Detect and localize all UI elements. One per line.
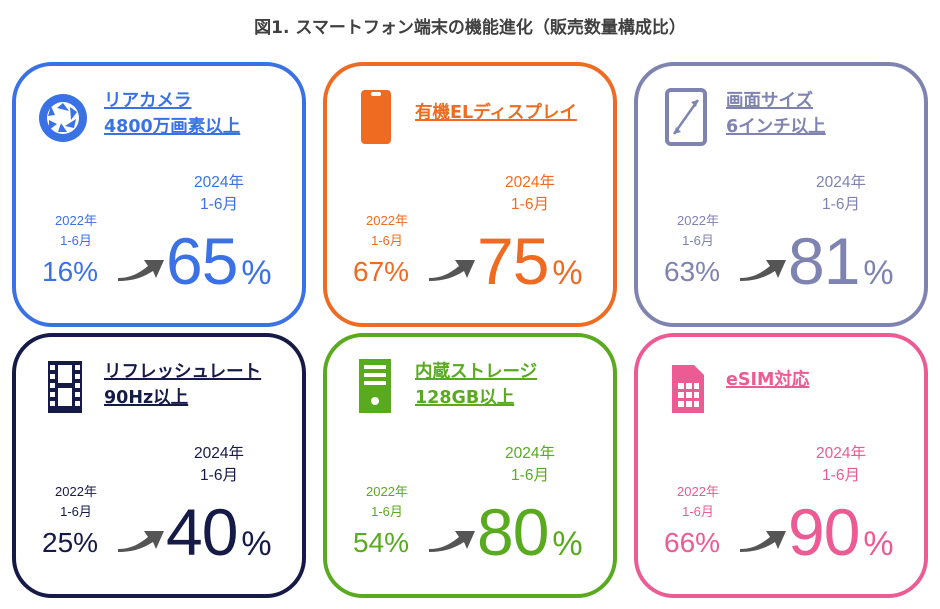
feature-label: リアカメラ 4800万画素以上: [104, 88, 240, 140]
card-oled: 有機ELディスプレイ 2022年 1-6月 2024年 1-6月 67% 75%: [323, 62, 617, 327]
value-2024: 75%: [477, 221, 583, 313]
period-2024: 2024年 1-6月: [786, 443, 896, 487]
period-2024: 2024年 1-6月: [164, 172, 274, 216]
value-2022: 25%: [42, 527, 99, 558]
arrow-right-icon: [740, 531, 786, 552]
card-storage: 内蔵ストレージ 128GB以上 2022年 1-6月 2024年 1-6月 54…: [323, 333, 617, 598]
feature-label-line: eSIM対応: [726, 370, 810, 390]
value-2024-number: 75: [477, 224, 549, 298]
value-2024-number: 40: [166, 495, 238, 569]
period-year: 2022年: [366, 484, 408, 499]
period-months: 1-6月: [371, 504, 403, 519]
period-months: 1-6月: [822, 467, 860, 484]
period-months: 1-6月: [60, 233, 92, 248]
arrow-right-icon: [118, 260, 164, 281]
feature-label-line: 90Hz以上: [104, 388, 189, 408]
period-year: 2022年: [366, 213, 408, 228]
card-rear-camera: リアカメラ 4800万画素以上 2022年 1-6月 2024年 1-6月 16…: [12, 62, 306, 327]
period-months: 1-6月: [511, 467, 549, 484]
period-2022: 2022年 1-6月: [38, 482, 114, 522]
period-2022: 2022年 1-6月: [349, 482, 425, 522]
period-months: 1-6月: [682, 233, 714, 248]
feature-label-line: リアカメラ: [104, 91, 192, 111]
period-2024: 2024年 1-6月: [164, 443, 274, 487]
period-year: 2024年: [505, 174, 555, 191]
period-year: 2022年: [55, 484, 97, 499]
feature-label: 画面サイズ 6インチ以上: [726, 88, 826, 140]
feature-label-line: 有機ELディスプレイ: [415, 103, 577, 123]
period-year: 2022年: [677, 213, 719, 228]
period-2024: 2024年 1-6月: [786, 172, 896, 216]
value-2022: 63%: [664, 256, 721, 287]
card-refresh-rate: リフレッシュレート 90Hz以上 2022年 1-6月 2024年 1-6月 2…: [12, 333, 306, 598]
tablet-resize-icon: [665, 88, 707, 146]
feature-label-line: 128GB以上: [415, 388, 515, 408]
value-2024: 65%: [166, 221, 272, 313]
period-months: 1-6月: [60, 504, 92, 519]
feature-label: eSIM対応: [726, 367, 809, 393]
period-year: 2024年: [194, 174, 244, 191]
card-esim: eSIM対応 2022年 1-6月 2024年 1-6月 66% 90%: [634, 333, 928, 598]
card-screen-size: 画面サイズ 6インチ以上 2022年 1-6月 2024年 1-6月 63% 8…: [634, 62, 928, 327]
feature-label: 内蔵ストレージ 128GB以上: [415, 359, 537, 411]
feature-label-line: リフレッシュレート: [104, 362, 262, 382]
feature-label-line: 画面サイズ: [726, 91, 813, 111]
period-year: 2022年: [677, 484, 719, 499]
percent-sign: %: [241, 525, 272, 563]
camera-aperture-icon: [39, 94, 87, 142]
period-2024: 2024年 1-6月: [475, 172, 585, 216]
period-months: 1-6月: [200, 467, 238, 484]
period-year: 2024年: [194, 445, 244, 462]
period-year: 2024年: [816, 174, 866, 191]
arrow-right-icon: [429, 260, 475, 281]
period-months: 1-6月: [682, 504, 714, 519]
percent-sign: %: [241, 254, 272, 292]
period-months: 1-6月: [822, 196, 860, 213]
period-2022: 2022年 1-6月: [660, 482, 736, 522]
arrow-right-icon: [118, 531, 164, 552]
period-2022: 2022年 1-6月: [660, 211, 736, 251]
feature-label-line: 6インチ以上: [726, 117, 826, 137]
value-2024: 40%: [166, 492, 272, 584]
percent-sign: %: [552, 254, 583, 292]
value-2022: 16%: [42, 256, 99, 287]
period-year: 2022年: [55, 213, 97, 228]
feature-label: リフレッシュレート 90Hz以上: [104, 359, 261, 411]
value-2024: 90%: [788, 492, 894, 584]
film-strip-icon: [48, 361, 82, 413]
period-months: 1-6月: [200, 196, 238, 213]
percent-sign: %: [863, 254, 894, 292]
period-2024: 2024年 1-6月: [475, 443, 585, 487]
percent-sign: %: [552, 525, 583, 563]
value-2024: 81%: [788, 221, 894, 313]
period-months: 1-6月: [371, 233, 403, 248]
arrow-right-icon: [740, 260, 786, 281]
period-months: 1-6月: [511, 196, 549, 213]
value-2024: 80%: [477, 492, 583, 584]
feature-label-line: 4800万画素以上: [104, 117, 241, 137]
value-2024-number: 80: [477, 495, 549, 569]
period-2022: 2022年 1-6月: [38, 211, 114, 251]
value-2024-number: 90: [788, 495, 860, 569]
page-title: 図1. スマートフォン端末の機能進化（販売数量構成比）: [254, 18, 686, 38]
value-2022: 54%: [353, 527, 410, 558]
percent-sign: %: [863, 525, 894, 563]
smartphone-icon: [361, 90, 391, 144]
value-2022: 67%: [353, 256, 410, 287]
arrow-right-icon: [429, 531, 475, 552]
sim-card-icon: [672, 365, 704, 413]
value-2024-number: 81: [788, 224, 860, 298]
period-year: 2024年: [816, 445, 866, 462]
period-year: 2024年: [505, 445, 555, 462]
feature-label-line: 内蔵ストレージ: [415, 362, 538, 382]
value-2024-number: 65: [166, 224, 238, 298]
storage-tower-icon: [359, 359, 391, 413]
period-2022: 2022年 1-6月: [349, 211, 425, 251]
value-2022: 66%: [664, 527, 721, 558]
feature-label: 有機ELディスプレイ: [415, 100, 577, 126]
